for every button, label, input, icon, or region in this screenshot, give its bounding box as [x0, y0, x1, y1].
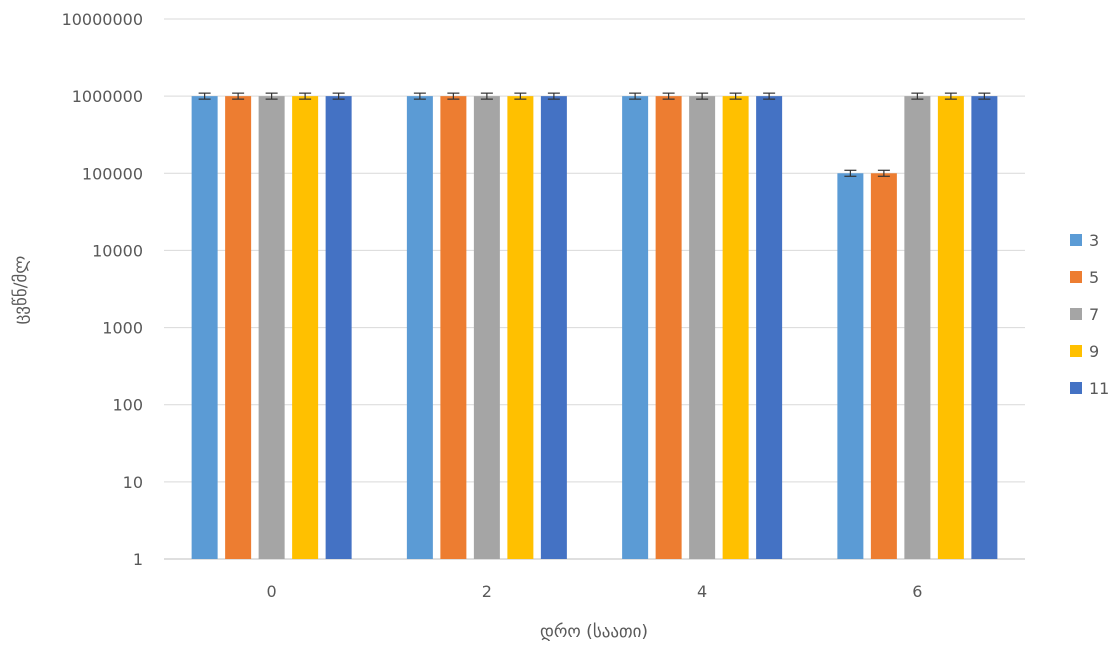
- legend-swatch-9: [1070, 345, 1082, 357]
- x-tick-label: 0: [267, 582, 277, 601]
- bar-series-3-cat-4: [622, 96, 649, 560]
- legend-swatch-11: [1070, 382, 1082, 394]
- y-tick-label: 10000000: [62, 10, 143, 29]
- bar-series-9-cat-0: [292, 96, 319, 560]
- y-tick-label: 1: [133, 550, 143, 569]
- y-tick-label: 10: [123, 473, 143, 492]
- bar-series-7-cat-2: [473, 96, 500, 560]
- legend-label: 7: [1089, 305, 1099, 324]
- legend-swatch-3: [1070, 234, 1082, 246]
- x-tick-label: 6: [912, 582, 922, 601]
- legend-label: 11: [1089, 379, 1109, 398]
- bar-series-11-cat-0: [325, 96, 352, 560]
- bar-series-9-cat-6: [937, 96, 964, 560]
- y-axis-tick-labels: 1 10 100 1000 10000 100000 1000000 10000000: [62, 10, 143, 569]
- bar-series-9-cat-4: [722, 96, 749, 560]
- bar-series-3-cat-2: [406, 96, 433, 560]
- y-tick-label: 1000: [102, 319, 143, 338]
- bars: [191, 96, 998, 560]
- y-tick-label: 100000: [82, 164, 143, 183]
- legend-label: 9: [1089, 342, 1099, 361]
- bar-series-9-cat-2: [507, 96, 534, 560]
- y-axis-label: ცვწნ/მლ: [11, 256, 31, 325]
- bar-series-11-cat-4: [756, 96, 783, 560]
- error-bars: [198, 92, 991, 177]
- legend: 3 5 7 9 11: [1070, 231, 1109, 398]
- bar-series-5-cat-2: [440, 96, 467, 560]
- legend-swatch-5: [1070, 271, 1082, 283]
- x-axis-label: დრო (საათი): [540, 622, 648, 642]
- x-tick-label: 2: [482, 582, 492, 601]
- legend-label: 5: [1089, 268, 1099, 287]
- bar-series-7-cat-4: [689, 96, 716, 560]
- bar-series-7-cat-0: [258, 96, 285, 560]
- bar-series-7-cat-6: [904, 96, 931, 560]
- y-tick-label: 10000: [92, 241, 143, 260]
- x-axis-tick-labels: 0 2 4 6: [267, 582, 923, 601]
- y-tick-label: 1000000: [72, 87, 143, 106]
- legend-label: 3: [1089, 231, 1099, 250]
- bar-series-3-cat-0: [191, 96, 218, 560]
- bar-series-11-cat-6: [971, 96, 998, 560]
- bar-series-5-cat-0: [225, 96, 252, 560]
- bar-series-5-cat-4: [655, 96, 682, 560]
- bar-series-5-cat-6: [870, 173, 897, 560]
- bar-series-3-cat-6: [837, 173, 864, 560]
- y-tick-label: 100: [112, 396, 143, 415]
- bar-series-11-cat-2: [540, 96, 567, 560]
- x-tick-label: 4: [697, 582, 707, 601]
- legend-swatch-7: [1070, 308, 1082, 320]
